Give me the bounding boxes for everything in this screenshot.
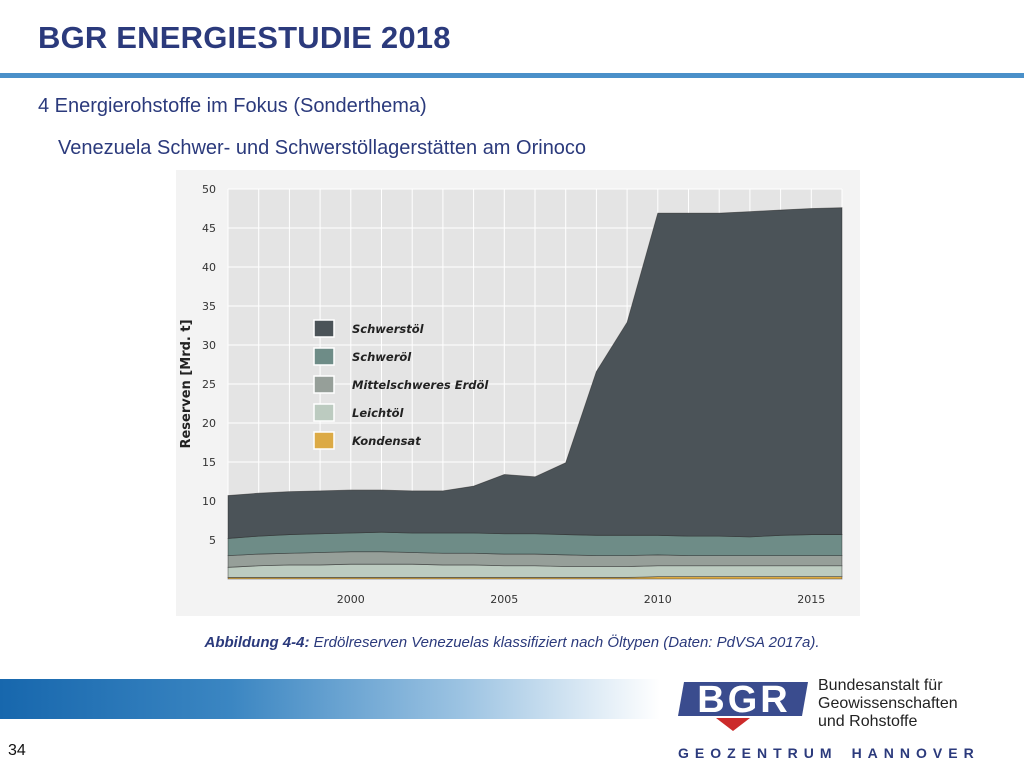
subsection-heading: Venezuela Schwer- und Schwerstöllagerstä… [58,137,587,159]
y-axis-label: Reserven [Mrd. t] [179,319,194,448]
x-tick-label: 2015 [797,593,825,606]
hannover-word: HANNOVER [851,745,980,761]
reserves-chart: 5 10 15 20 25 30 35 40 45 50 2000 2005 2010 2015 Res… [176,170,860,616]
figure-caption: Abbildung 4-4: Erdölreserven Venezuelas … [0,634,1024,651]
geozentrum-word: GEOZENTRUM [678,745,838,761]
section-heading: 4 Energierohstoffe im Fokus (Sonderthema… [38,95,427,117]
legend-swatch [313,375,335,394]
caption-text: Erdölreserven Venezuelas klassifiziert n… [313,634,820,651]
y-tick-label: 35 [202,300,216,313]
y-tick-label: 30 [202,339,216,352]
caption-label: Abbildung 4-4: [204,634,310,651]
x-tick-label: 2005 [490,593,518,606]
y-tick-label: 50 [202,183,216,196]
y-tick-label: 40 [202,261,216,274]
legend-label: Kondensat [352,434,421,448]
y-tick-label: 15 [202,456,216,469]
institution-line-3: und Rohstoffe [818,713,918,730]
legend-label: Leichtöl [352,406,404,420]
y-tick-label: 10 [202,495,216,508]
y-tick-label: 25 [202,378,216,391]
area-series-leichtöl [227,563,843,578]
geozentrum-hannover: GEOZENTRUM HANNOVER [678,745,980,761]
slide-title: BGR ENERGIESTUDIE 2018 [38,20,451,55]
legend-swatch [313,403,335,422]
x-axis-ticks: 2000 2005 2010 2015 [337,593,826,606]
chart-legend: Schwerstöl Schweröl Mittelschweres Erdöl Le… [313,319,489,450]
institution-line-1: Bundesanstalt für [818,677,943,694]
y-tick-label: 20 [202,417,216,430]
bgr-logo: BGR [678,679,808,731]
legend-label: Mittelschweres Erdöl [352,378,489,392]
reserves-area-chart: 5 10 15 20 25 30 35 40 45 50 2000 2005 2010 2015 Res… [176,170,860,616]
x-tick-label: 2010 [644,593,672,606]
y-axis-ticks: 5 10 15 20 25 30 35 40 45 50 [202,183,216,547]
page-number: 34 [8,742,26,759]
area-series-schwerstöl [227,207,843,539]
institution-line-2: Geowissenschaften [818,695,958,712]
legend-label: Schwerstöl [352,322,425,336]
y-tick-label: 45 [202,222,216,235]
x-tick-label: 2000 [337,593,365,606]
logo-text: BGR [697,679,790,721]
area-series [227,207,843,580]
legend-swatch [313,347,335,366]
institution-name: Bundesanstalt für Geowissenschaften und … [818,677,958,731]
legend-swatch [313,319,335,338]
title-divider [0,73,1024,78]
footer-gradient-band [0,679,660,719]
legend-label: Schweröl [352,350,412,364]
y-tick-label: 5 [209,534,216,547]
legend-swatch [313,431,335,450]
